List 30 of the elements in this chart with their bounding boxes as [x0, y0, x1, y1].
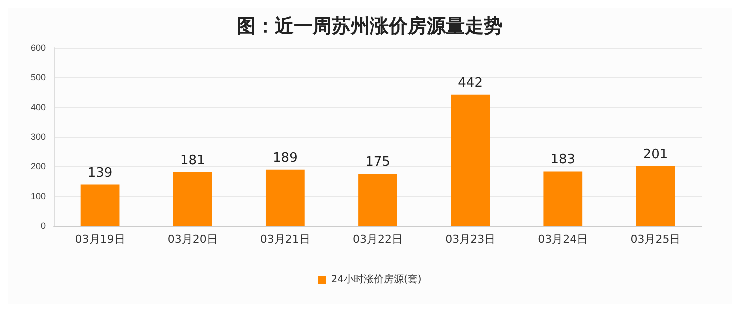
- x-tick-label: 03月21日: [260, 233, 310, 246]
- data-label: 442: [458, 76, 483, 91]
- x-tick-label: 03月22日: [353, 233, 403, 246]
- y-tick-label: 300: [30, 132, 46, 142]
- y-tick-label: 400: [30, 102, 46, 112]
- bar: [544, 172, 583, 226]
- y-tick-label: 600: [30, 43, 46, 53]
- y-tick-label: 0: [40, 221, 46, 231]
- y-tick-label: 100: [30, 191, 46, 202]
- data-label: 183: [550, 152, 576, 168]
- bar: [173, 172, 212, 226]
- data-label: 175: [366, 155, 390, 170]
- x-tick-label: 03月23日: [446, 233, 496, 246]
- y-tick-label: 500: [30, 72, 46, 83]
- data-label: 139: [88, 166, 113, 181]
- legend-label: 24小时涨价房源(套): [331, 274, 422, 286]
- y-tick-label: 200: [30, 162, 46, 172]
- data-label: 189: [273, 150, 298, 166]
- data-label: 201: [643, 147, 668, 162]
- bar: [80, 184, 120, 226]
- bar: [358, 174, 398, 226]
- x-tick-label: 03月20日: [168, 233, 218, 246]
- data-label: 181: [180, 153, 206, 168]
- bar: [451, 94, 490, 226]
- chart-title: 图：近一周苏州涨价房源量走势: [237, 16, 503, 38]
- bar: [636, 166, 676, 226]
- x-tick-label: 03月24日: [538, 233, 588, 246]
- x-tick-label: 03月25日: [630, 233, 681, 246]
- x-tick-label: 03月19日: [75, 233, 126, 246]
- bar: [266, 170, 305, 226]
